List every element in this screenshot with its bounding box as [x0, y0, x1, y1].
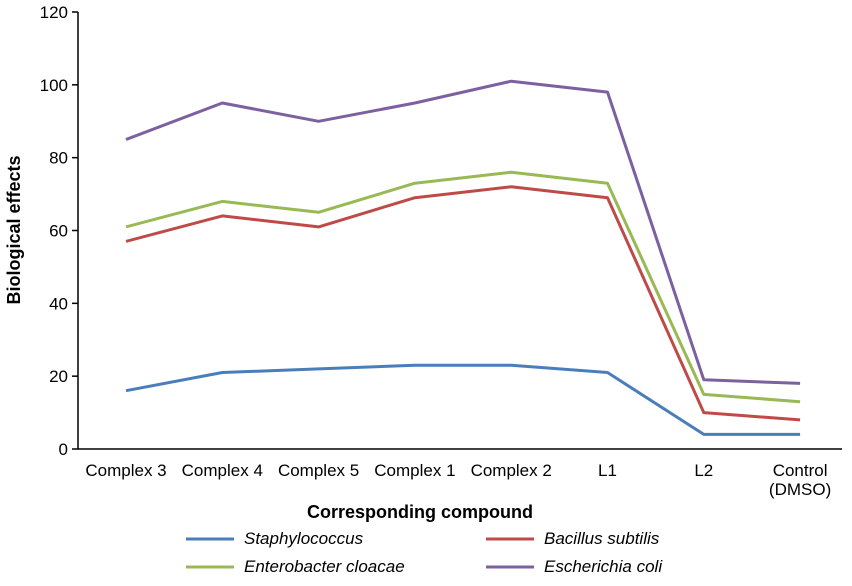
series-line-staphylococcus [125, 363, 801, 436]
x-axis-title: Corresponding compound [307, 502, 533, 522]
y-tick-label: 0 [59, 440, 68, 459]
y-axis-title: Biological effects [4, 155, 24, 304]
y-tick-label: 20 [49, 367, 68, 386]
legend-label: Staphylococcus [244, 529, 364, 548]
legend-label: Escherichia coli [544, 557, 663, 576]
y-tick-label: 80 [49, 149, 68, 168]
x-tick-label: Control [773, 461, 828, 480]
x-tick-label: Complex 5 [278, 461, 359, 480]
x-tick-label: Complex 2 [471, 461, 552, 480]
axes [77, 12, 842, 450]
y-tick-label: 40 [49, 294, 68, 313]
series-line-bacillus-subtilis [125, 185, 801, 422]
x-tick-label: Complex 1 [374, 461, 455, 480]
x-tick-label: Complex 3 [85, 461, 166, 480]
y-tick-label: 100 [40, 76, 68, 95]
x-tick-label: L1 [598, 461, 617, 480]
y-tick-label: 60 [49, 222, 68, 241]
legend-label: Bacillus subtilis [544, 529, 660, 548]
legend: Staphylococcus Bacillus subtilis Enterobac… [186, 529, 663, 576]
x-tick-label: L2 [694, 461, 713, 480]
x-ticks: Complex 3 Complex 4 Complex 5 Complex 1 Comp… [85, 461, 831, 499]
series-line-enterobacter-cloacae [125, 170, 801, 404]
y-tick-label: 120 [40, 3, 68, 22]
x-tick-label: Complex 4 [182, 461, 263, 480]
series-lines [125, 79, 801, 436]
y-ticks: 0 20 40 60 80 100 120 [40, 3, 78, 459]
series-line-escherichia-coli [125, 79, 801, 385]
legend-label: Enterobacter cloacae [244, 557, 405, 576]
x-tick-label: (DMSO) [769, 480, 831, 499]
